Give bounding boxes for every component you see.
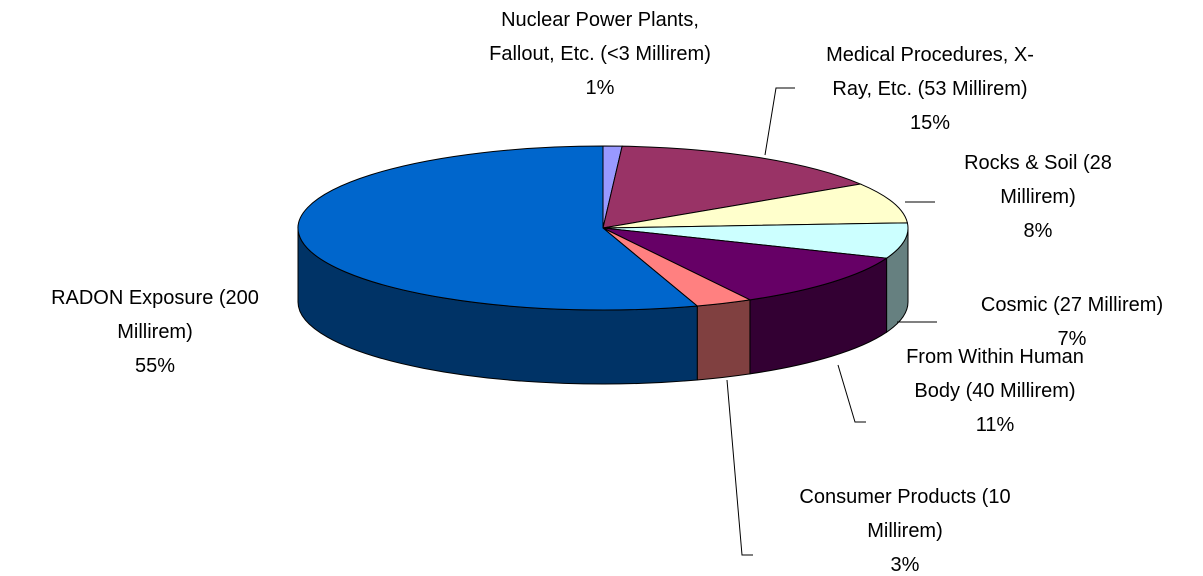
leader-line	[726, 379, 753, 556]
slice	[602, 227, 888, 301]
value-label: 1%	[585, 77, 615, 99]
slice-label: Medical Procedures, X-Ray, Etc. (53 Mill…	[812, 38, 1048, 140]
leader-line	[837, 364, 866, 423]
value-label: 8%	[1023, 220, 1053, 242]
slice	[602, 183, 909, 229]
value-label: 7%	[1057, 328, 1087, 350]
slice-label: Cosmic (27 Millirem) 7%	[957, 288, 1187, 356]
category-label: RADON Exposure (200 Millirem)	[51, 287, 259, 343]
category-label: Rocks & Soil (28 Millirem)	[964, 152, 1112, 208]
slice	[602, 145, 863, 229]
slice	[297, 145, 699, 311]
slice-label: Consumer Products (10 Millirem) 3%	[784, 480, 1026, 576]
slice-side	[696, 299, 751, 381]
slice-label: From Within Human Body (40 Millirem) 11%	[887, 340, 1103, 442]
slice	[602, 222, 909, 259]
category-label: Nuclear Power Plants, Fallout, Etc. (<3 …	[489, 9, 711, 65]
value-label: 11%	[975, 414, 1015, 436]
value-label: 15%	[909, 112, 951, 134]
value-label: 3%	[890, 554, 920, 576]
category-label: Cosmic (27 Millirem)	[980, 294, 1164, 316]
category-label: From Within Human Body (40 Millirem)	[906, 346, 1084, 402]
slice-label: Nuclear Power Plants, Fallout, Etc. (<3 …	[489, 3, 711, 105]
category-label: Consumer Products (10 Millirem)	[799, 486, 1011, 542]
slice-label: RADON Exposure (200 Millirem) 55%	[39, 281, 271, 383]
pie	[297, 145, 909, 385]
category-label: Medical Procedures, X-Ray, Etc. (53 Mill…	[826, 44, 1034, 100]
leader-line	[764, 87, 795, 156]
value-label: 55%	[134, 355, 176, 377]
slice-label: Rocks & Soil (28 Millirem) 8%	[947, 146, 1129, 248]
